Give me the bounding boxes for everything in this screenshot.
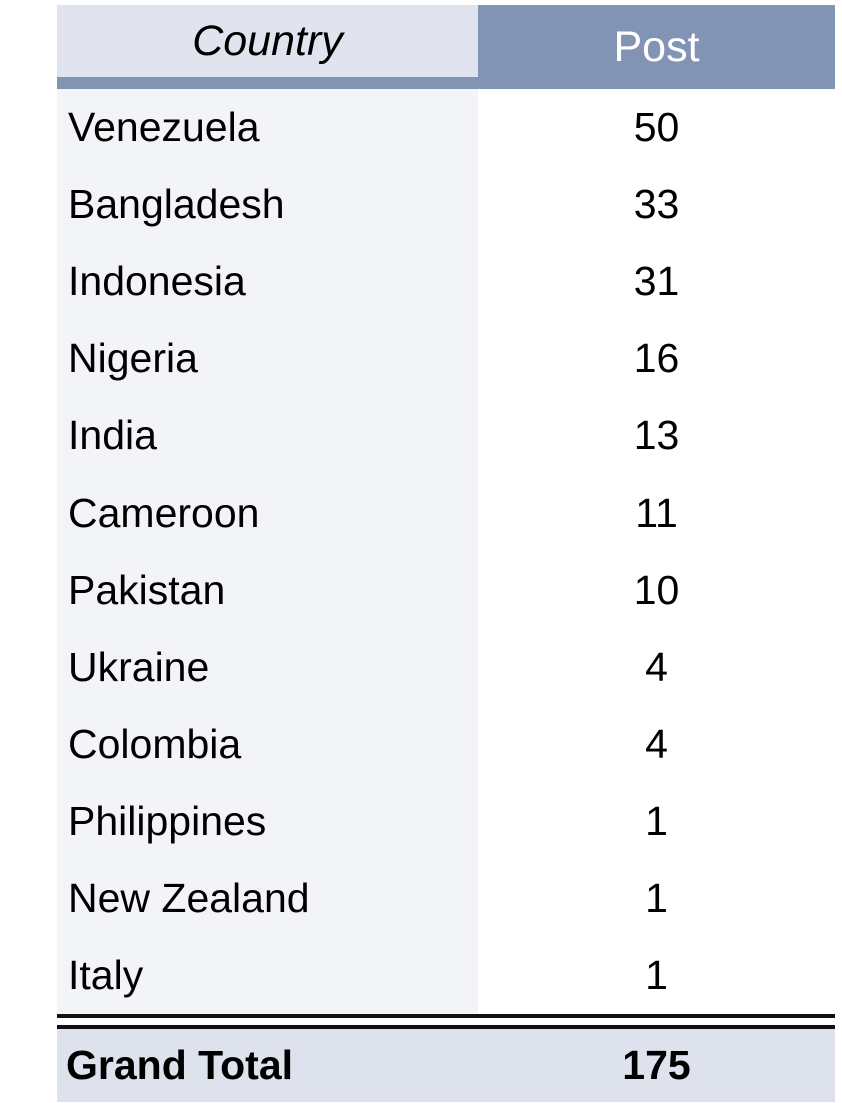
country-cell: Philippines (57, 782, 478, 860)
table-row: Indonesia 31 (57, 243, 835, 321)
country-cell: New Zealand (57, 859, 478, 938)
post-count-cell: 10 (478, 551, 835, 629)
post-count-cell: 1 (478, 937, 835, 1015)
country-cell: Cameroon (57, 474, 478, 552)
country-cell: Colombia (57, 705, 478, 783)
country-cell: India (57, 397, 478, 475)
table-header-row: Country Post (57, 5, 835, 89)
post-count-cell: 50 (478, 89, 835, 167)
post-count-cell: 1 (478, 782, 835, 860)
table-row: New Zealand 1 (57, 859, 835, 938)
country-cell: Bangladesh (57, 166, 478, 244)
table-body: Venezuela 50 Bangladesh 33 Indonesia 31 … (57, 89, 835, 1015)
country-cell: Italy (57, 937, 478, 1015)
post-count-cell: 1 (478, 859, 835, 938)
pivot-table: Country Post Venezuela 50 Bangladesh 33 … (57, 5, 835, 1103)
post-count-cell: 11 (478, 474, 835, 552)
table-row: Ukraine 4 (57, 628, 835, 706)
post-count-cell: 16 (478, 320, 835, 398)
table-row: Cameroon 11 (57, 474, 835, 552)
post-count-cell: 4 (478, 705, 835, 783)
column-header-post: Post (478, 5, 835, 89)
country-cell: Venezuela (57, 89, 478, 167)
table-row: Colombia 4 (57, 705, 835, 783)
table-row: Venezuela 50 (57, 89, 835, 167)
country-cell: Pakistan (57, 551, 478, 629)
grand-total-separator (57, 1014, 835, 1030)
grand-total-label: Grand Total (66, 1042, 294, 1089)
country-cell: Nigeria (57, 320, 478, 398)
post-count-cell: 31 (478, 243, 835, 321)
post-count-cell: 33 (478, 166, 835, 244)
grand-total-row: Grand Total 175 (57, 1029, 835, 1103)
post-count-cell: 13 (478, 397, 835, 475)
table-row: India 13 (57, 397, 835, 475)
table-row: Pakistan 10 (57, 551, 835, 629)
column-header-country: Country (57, 5, 478, 89)
country-cell: Indonesia (57, 243, 478, 321)
table-row: Bangladesh 33 (57, 166, 835, 244)
country-cell: Ukraine (57, 628, 478, 706)
table-row: Italy 1 (57, 937, 835, 1015)
table-row: Nigeria 16 (57, 320, 835, 398)
post-count-cell: 4 (478, 628, 835, 706)
table-row: Philippines 1 (57, 782, 835, 860)
grand-total-value: 175 (622, 1042, 691, 1089)
